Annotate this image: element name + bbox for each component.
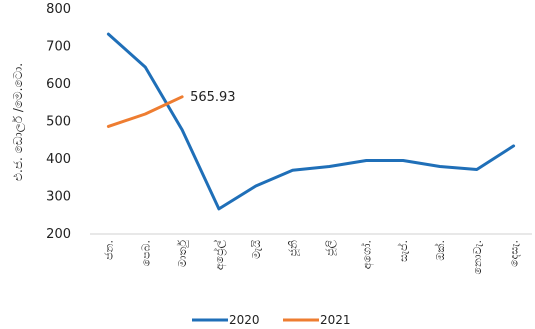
y-tick-label: 600 <box>46 77 71 92</box>
legend-label-2020: 2020 <box>229 313 260 327</box>
x-tick-label: අගෝ. <box>359 240 374 269</box>
x-tick-label: අප්‍රේල් <box>212 239 227 270</box>
y-tick-label: 500 <box>46 115 71 130</box>
x-tick-label: නොවැ. <box>471 240 484 275</box>
data-label: 565.93 <box>190 90 236 105</box>
x-tick-label: සැප්. <box>396 240 410 262</box>
y-tick-label: 200 <box>46 227 71 242</box>
x-tick-label: දෙසැ. <box>508 240 521 267</box>
y-tick-label: 300 <box>46 190 71 205</box>
x-tick-label: පෙබ. <box>139 240 152 266</box>
x-tick-label: ජූනි <box>287 240 300 257</box>
legend-label-2021: 2021 <box>320 313 351 327</box>
x-tick-label: ඔක්. <box>433 240 447 261</box>
x-tick-label: මැයි <box>250 240 263 259</box>
x-tick-label: මාර්තු <box>176 240 189 267</box>
legend: 2020 2021 <box>192 313 351 327</box>
y-tick-label: 800 <box>46 2 71 17</box>
y-axis-label: එ.ජ. ඩොලර් /මෙ.ටො. <box>11 63 26 181</box>
x-tick-label: ජන. <box>102 240 115 260</box>
x-tick-label: ජූලි <box>323 239 337 256</box>
y-tick-label: 700 <box>46 40 71 55</box>
y-tick-label: 400 <box>46 152 71 167</box>
series-line-2020 <box>108 34 513 209</box>
